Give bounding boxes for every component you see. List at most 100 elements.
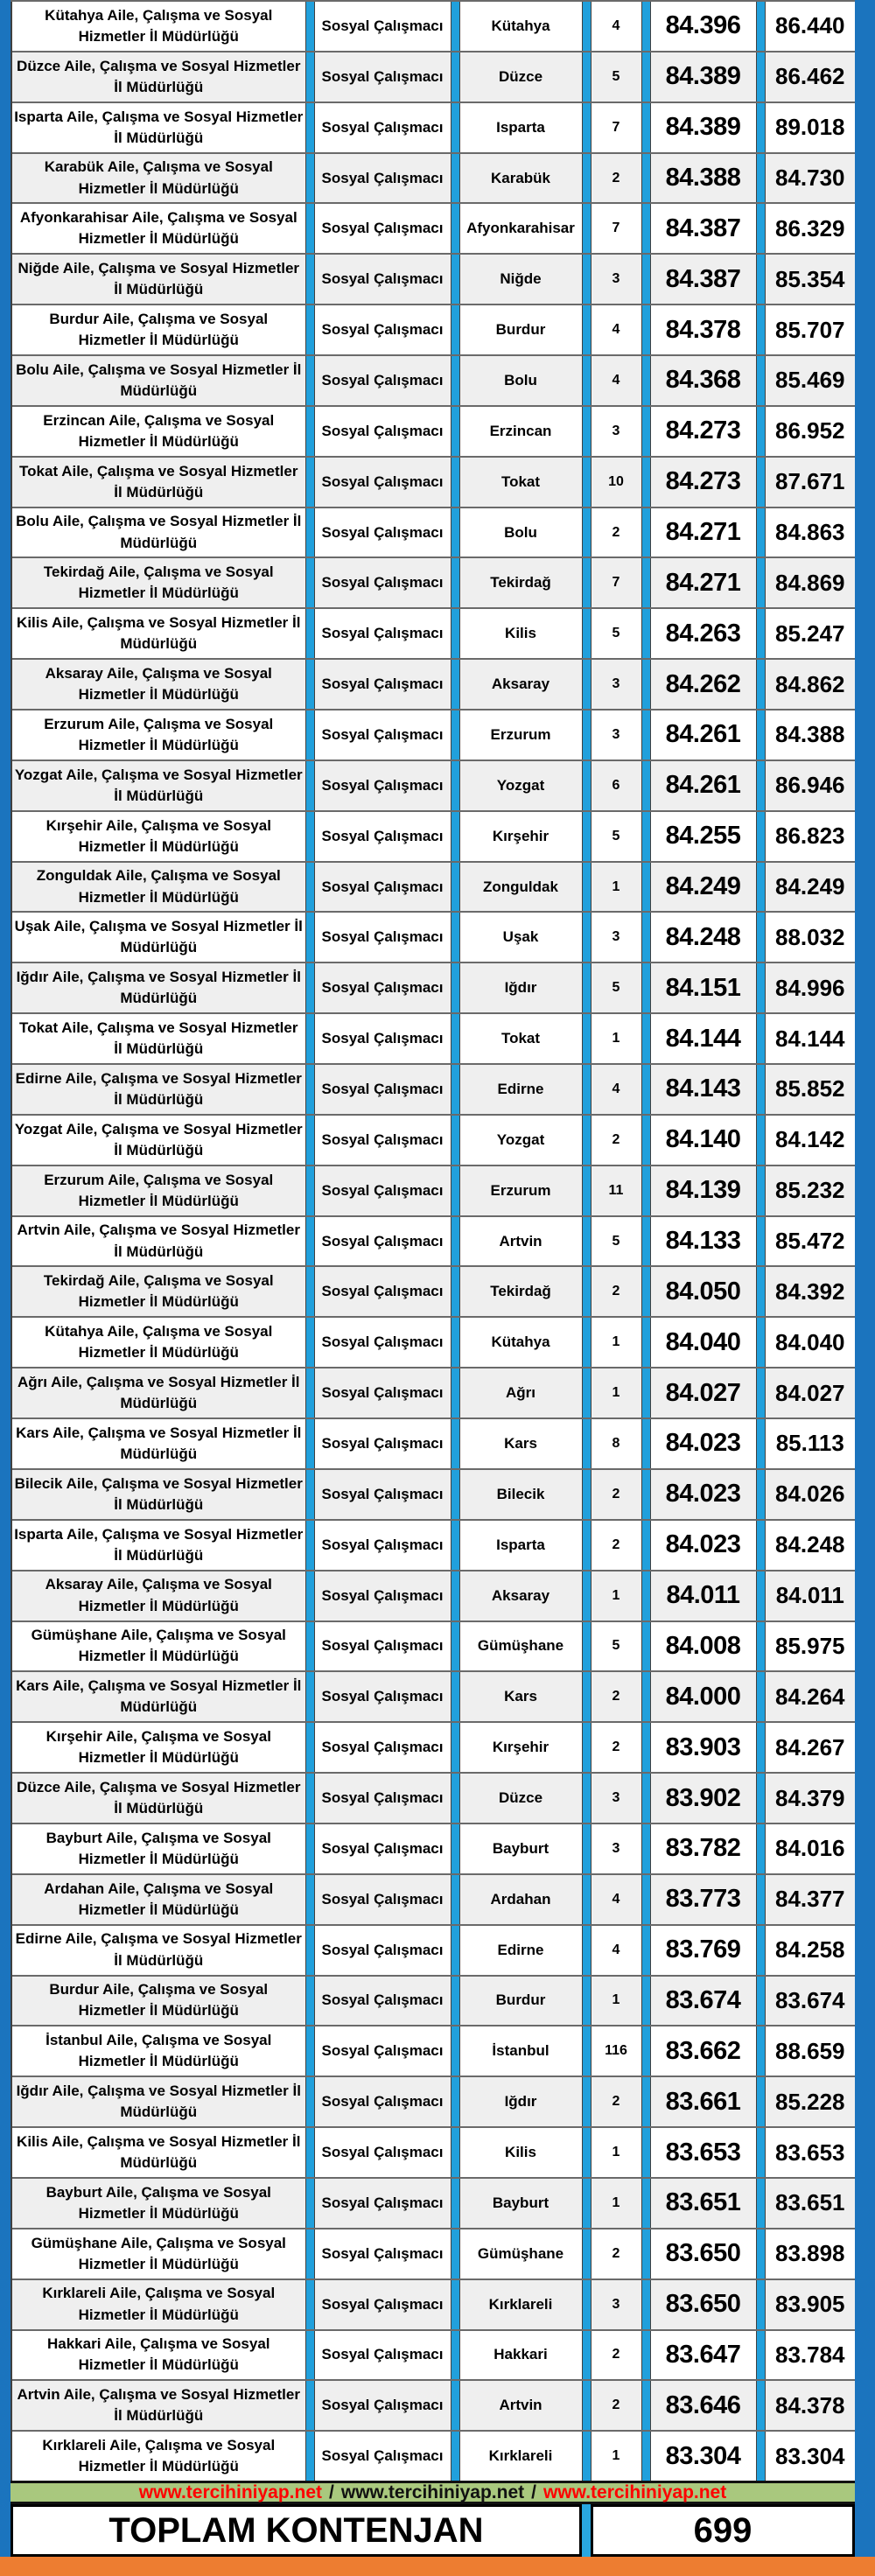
position-cell: Sosyal Çalışmacı [314, 455, 451, 508]
city-cell: Kilis [459, 607, 582, 660]
column-separator [755, 506, 766, 558]
column-separator [640, 202, 651, 255]
column-separator [755, 2430, 766, 2481]
min-score-cell: 84.261 [650, 759, 756, 811]
city-cell: Isparta [459, 1518, 582, 1571]
column-separator [304, 50, 315, 102]
position-cell: Sosyal Çalışmacı [314, 709, 451, 760]
column-separator [304, 962, 315, 1014]
quota-cell: 3 [591, 709, 641, 760]
column-separator [450, 2379, 460, 2432]
column-separator [640, 1214, 651, 1267]
institution-cell: Niğde Aile, Çalışma ve Sosyal Hizmetler … [10, 253, 305, 305]
max-score-cell: 86.462 [765, 50, 857, 102]
position-cell: Sosyal Çalışmacı [314, 1113, 451, 1166]
quota-cell: 10 [591, 455, 641, 508]
quota-cell: 4 [591, 0, 641, 52]
institution-cell: Bolu Aile, Çalışma ve Sosyal Hizmetler İ… [10, 506, 305, 558]
max-score-cell: 86.823 [765, 809, 857, 862]
institution-cell: Artvin Aile, Çalışma ve Sosyal Hizmetler… [10, 1214, 305, 1267]
max-score-cell: 84.730 [765, 151, 857, 204]
city-cell: Gümüşhane [459, 1620, 582, 1672]
quota-cell: 3 [591, 1772, 641, 1824]
column-separator [304, 1113, 315, 1166]
table-row: Erzurum Aile, Çalışma ve Sosyal Hizmetle… [10, 709, 857, 760]
position-cell: Sosyal Çalışmacı [314, 1214, 451, 1267]
table-row: Kütahya Aile, Çalışma ve Sosyal Hizmetle… [10, 0, 857, 52]
position-cell: Sosyal Çalışmacı [314, 911, 451, 963]
website-url: www.tercihiniyap.net [138, 2482, 323, 2502]
city-cell: Iğdır [459, 962, 582, 1014]
quota-cell: 5 [591, 1214, 641, 1267]
url-separator: / [531, 2482, 536, 2502]
city-cell: Bolu [459, 354, 582, 406]
column-separator [581, 556, 592, 609]
table-row: Isparta Aile, Çalışma ve Sosyal Hizmetle… [10, 101, 857, 153]
min-score-cell: 84.040 [650, 1316, 756, 1368]
quota-cell: 3 [591, 1822, 641, 1874]
column-separator [755, 809, 766, 862]
max-score-cell: 85.354 [765, 253, 857, 305]
column-separator [755, 962, 766, 1014]
position-cell: Sosyal Çalışmacı [314, 1316, 451, 1368]
quota-cell: 8 [591, 1418, 641, 1469]
city-cell: Kilis [459, 2126, 582, 2178]
position-cell: Sosyal Çalışmacı [314, 1418, 451, 1469]
column-separator [450, 1063, 460, 1115]
column-separator [755, 1974, 766, 2026]
institution-cell: Edirne Aile, Çalışma ve Sosyal Hizmetler… [10, 1923, 305, 1976]
max-score-cell: 84.248 [765, 1518, 857, 1571]
column-separator [755, 2227, 766, 2279]
table-row: Edirne Aile, Çalışma ve Sosyal Hizmetler… [10, 1063, 857, 1115]
column-separator [581, 404, 592, 457]
column-separator [304, 709, 315, 760]
column-separator [640, 151, 651, 204]
table-row: Edirne Aile, Çalışma ve Sosyal Hizmetler… [10, 1923, 857, 1976]
column-separator [755, 151, 766, 204]
max-score-cell: 84.863 [765, 506, 857, 558]
column-separator [450, 1265, 460, 1318]
city-cell: Kırşehir [459, 1721, 582, 1774]
table-row: Kırklareli Aile, Çalışma ve Sosyal Hizme… [10, 2430, 857, 2481]
table-row: Hakkari Aile, Çalışma ve Sosyal Hizmetle… [10, 2328, 857, 2381]
min-score-cell: 83.662 [650, 2025, 756, 2077]
position-cell: Sosyal Çalışmacı [314, 1518, 451, 1571]
quota-cell: 3 [591, 2278, 641, 2330]
column-separator [640, 1974, 651, 2026]
quota-cell: 5 [591, 1620, 641, 1672]
min-score-cell: 84.011 [650, 1569, 756, 1621]
position-cell: Sosyal Çalışmacı [314, 0, 451, 52]
position-cell: Sosyal Çalışmacı [314, 2227, 451, 2279]
column-separator [304, 1467, 315, 1520]
institution-cell: Tokat Aile, Çalışma ve Sosyal Hizmetler … [10, 455, 305, 508]
min-score-cell: 84.143 [650, 1063, 756, 1115]
column-separator [450, 607, 460, 660]
column-separator [640, 2328, 651, 2381]
column-separator [640, 2176, 651, 2229]
table-row: Afyonkarahisar Aile, Çalışma ve Sosyal H… [10, 202, 857, 255]
institution-cell: Tekirdağ Aile, Çalışma ve Sosyal Hizmetl… [10, 1265, 305, 1318]
quota-cell: 5 [591, 607, 641, 660]
column-separator [755, 1721, 766, 1774]
column-separator [755, 1822, 766, 1874]
column-separator [581, 101, 592, 153]
column-separator [581, 2176, 592, 2229]
quota-cell: 1 [591, 1316, 641, 1368]
column-separator [581, 1822, 592, 1874]
position-cell: Sosyal Çalışmacı [314, 1569, 451, 1621]
quota-cell: 7 [591, 101, 641, 153]
city-cell: Gümüşhane [459, 2227, 582, 2279]
city-cell: Erzincan [459, 404, 582, 457]
institution-cell: Kars Aile, Çalışma ve Sosyal Hizmetler İ… [10, 1418, 305, 1469]
column-separator [640, 304, 651, 356]
table-row: Düzce Aile, Çalışma ve Sosyal Hizmetler … [10, 1772, 857, 1824]
quota-cell: 1 [591, 860, 641, 913]
institution-cell: Kırklareli Aile, Çalışma ve Sosyal Hizme… [10, 2278, 305, 2330]
column-separator [450, 1316, 460, 1368]
table-row: Gümüşhane Aile, Çalışma ve Sosyal Hizmet… [10, 1620, 857, 1672]
column-separator [450, 1721, 460, 1774]
position-cell: Sosyal Çalışmacı [314, 2025, 451, 2077]
institution-cell: Tokat Aile, Çalışma ve Sosyal Hizmetler … [10, 1012, 305, 1065]
institution-cell: Kilis Aile, Çalışma ve Sosyal Hizmetler … [10, 2126, 305, 2178]
city-cell: Düzce [459, 1772, 582, 1824]
